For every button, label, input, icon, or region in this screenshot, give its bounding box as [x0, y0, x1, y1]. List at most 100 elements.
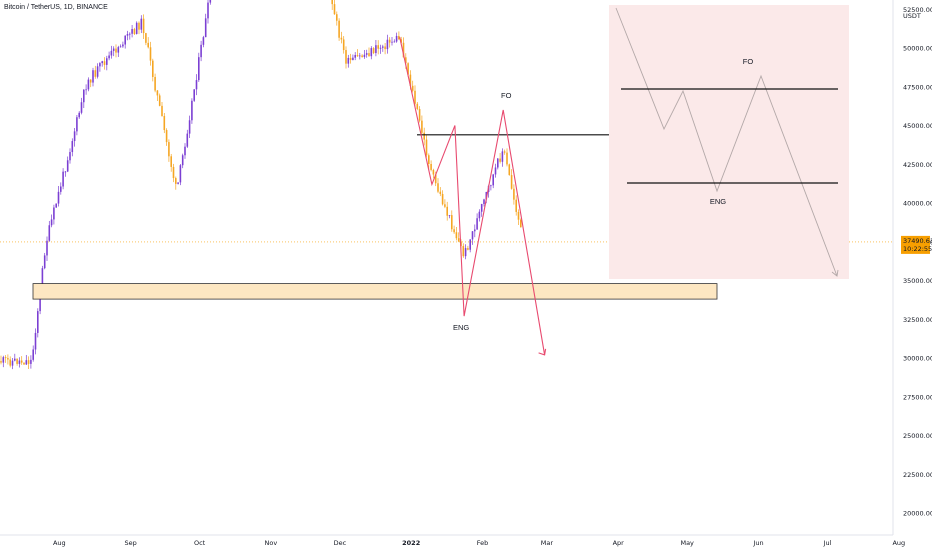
candle-body	[34, 332, 37, 350]
candle-body	[106, 58, 108, 65]
candle-body	[18, 360, 21, 364]
price-axis-panel[interactable]	[893, 0, 932, 550]
candle-body	[124, 35, 126, 45]
candle-body	[365, 53, 368, 55]
candle-body	[32, 349, 34, 360]
candle-body	[480, 204, 483, 212]
inset-eng-annotation: ENG	[710, 197, 726, 206]
candle-body	[494, 167, 497, 175]
candle-body	[490, 185, 492, 187]
candle-body	[89, 79, 92, 83]
candle-body	[119, 46, 122, 48]
time-axis-panel[interactable]	[0, 535, 932, 550]
price-tick-label: 40000.00	[903, 200, 932, 208]
candle-body	[402, 42, 405, 58]
candle-body	[416, 103, 419, 110]
currency-label: USDT	[903, 12, 921, 20]
candle-body	[361, 55, 363, 57]
candle-body	[434, 174, 437, 184]
time-tick-label: Jul	[823, 539, 832, 547]
candle-body	[92, 70, 94, 83]
candle-body	[108, 55, 110, 59]
candle-body	[80, 102, 83, 113]
candle-body	[414, 90, 416, 104]
last-price-badge[interactable]	[901, 235, 930, 254]
candle-body	[388, 39, 391, 43]
candle-body	[359, 55, 361, 57]
candle-body	[515, 199, 517, 212]
price-tick-label: 32500.00	[903, 316, 932, 324]
candle-body	[333, 4, 336, 15]
price-tick-label: 22500.00	[903, 471, 932, 479]
candle-body	[411, 85, 414, 91]
candle-body	[188, 120, 191, 134]
candle-body	[352, 57, 354, 61]
candle-body	[432, 169, 435, 175]
countdown-value: 10:22:55	[903, 245, 932, 253]
candle-body	[149, 47, 152, 61]
candle-body	[207, 2, 209, 19]
time-tick-label: Sep	[124, 539, 136, 547]
candle-body	[154, 76, 156, 91]
candle-body	[16, 358, 18, 364]
candle-body	[471, 231, 474, 240]
candle-body	[372, 48, 375, 54]
candle-body	[485, 191, 488, 200]
candle-body	[69, 152, 71, 161]
candle-body	[112, 48, 115, 51]
candle-body	[14, 358, 16, 361]
candle-body	[418, 109, 421, 121]
time-tick-label: Mar	[541, 539, 554, 547]
candle-body	[347, 57, 350, 64]
fo-annotation: FO	[501, 91, 512, 100]
candle-body	[152, 60, 154, 77]
candle-body	[99, 63, 101, 67]
candle-body	[457, 238, 460, 242]
candle-body	[37, 311, 39, 333]
candle-body	[469, 239, 471, 250]
candle-body	[140, 18, 143, 30]
candle-body	[175, 178, 177, 184]
candle-body	[423, 132, 425, 140]
candle-body	[57, 191, 60, 204]
candle-body	[60, 186, 62, 192]
candle-body	[195, 80, 198, 90]
candle-body	[71, 141, 74, 153]
candle-body	[41, 268, 44, 289]
inset-arrowhead	[831, 269, 839, 277]
candle-body	[76, 117, 78, 132]
candle-body	[115, 48, 117, 53]
candle-body	[338, 20, 340, 38]
support-zone[interactable]	[32, 283, 718, 300]
candle-body	[53, 207, 55, 220]
time-tick-label: Dec	[334, 539, 347, 547]
candle-body	[506, 152, 508, 165]
candle-body	[441, 193, 444, 205]
candle-body	[161, 105, 163, 117]
candle-body	[133, 29, 136, 34]
candle-body	[464, 248, 467, 257]
candle-body	[342, 39, 345, 51]
pattern-path[interactable]	[399, 37, 546, 355]
candle-body	[7, 358, 9, 360]
time-tick-label: Jun	[752, 539, 763, 547]
candle-body	[393, 41, 396, 43]
candle-body	[437, 183, 439, 192]
candle-body	[204, 18, 207, 38]
time-tick-label: 2022	[402, 539, 420, 547]
candle-body	[349, 57, 352, 61]
candle-body	[395, 35, 398, 42]
candle-body	[25, 360, 28, 365]
time-tick-label: Nov	[265, 539, 278, 547]
candle-body	[425, 139, 428, 156]
candle-body	[73, 131, 76, 142]
candle-body	[193, 89, 195, 101]
candle-body	[156, 90, 159, 96]
candle-body	[165, 130, 168, 143]
candle-body	[27, 360, 30, 364]
inset-fo-annotation: FO	[743, 57, 754, 66]
candle-body	[462, 246, 465, 257]
candle-body	[2, 357, 5, 363]
